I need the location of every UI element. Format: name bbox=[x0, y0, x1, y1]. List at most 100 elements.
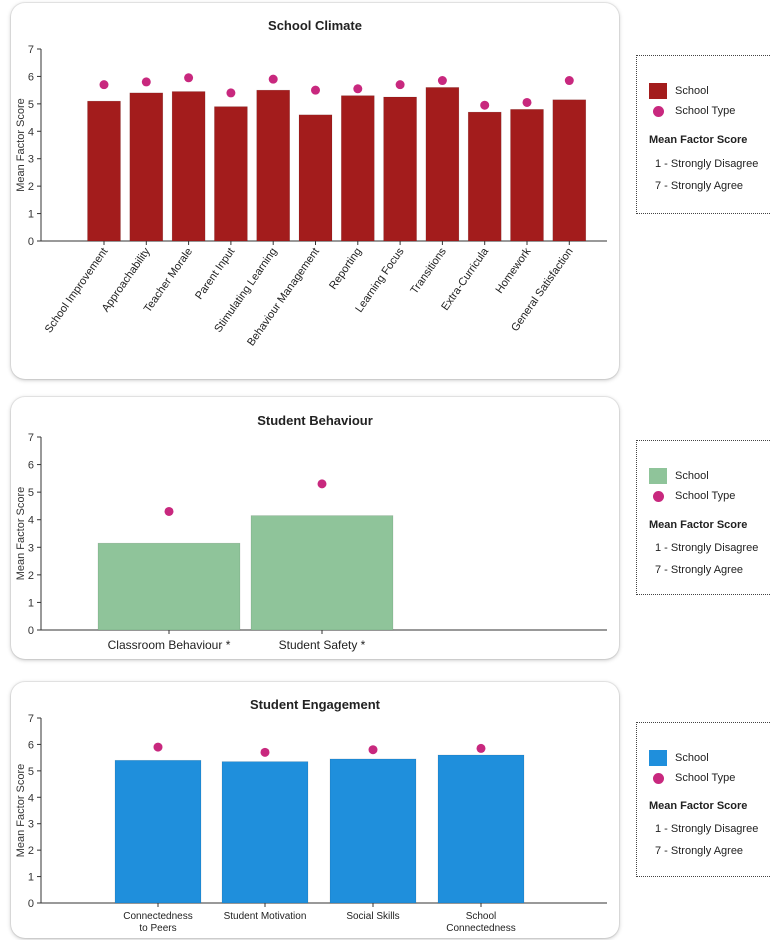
legend-school-swatch bbox=[649, 750, 667, 766]
x-tick-label: Student Safety * bbox=[279, 638, 366, 652]
y-tick-label: 6 bbox=[28, 739, 34, 751]
y-tick-label: 0 bbox=[28, 236, 34, 248]
bar-6 bbox=[298, 114, 333, 242]
legend-school-type-dot bbox=[653, 772, 664, 784]
legend-school-label: School bbox=[675, 470, 709, 482]
x-tick-label: Reporting bbox=[327, 246, 364, 292]
y-tick-label: 5 bbox=[28, 487, 34, 499]
school-type-dot-3 bbox=[184, 73, 194, 83]
bar-10 bbox=[467, 111, 502, 242]
school-climate-chart: School Climate Mean Factor Score 0 1 2 3 4 5 6 7 S… bbox=[15, 18, 607, 349]
legend-scale-high: 7 - Strongly Agree bbox=[655, 845, 744, 857]
legend-school-type-label: School Type bbox=[675, 490, 736, 502]
legend-scale-high: 7 - Strongly Agree bbox=[655, 564, 744, 576]
legend-heading: Mean Factor Score bbox=[649, 519, 748, 531]
legend-school-swatch bbox=[649, 468, 667, 484]
school-type-dot-2 bbox=[141, 77, 151, 87]
chart-title: Student Behaviour bbox=[257, 413, 373, 428]
legend-scale-low: 1 - Strongly Disagree bbox=[655, 823, 759, 835]
y-tick-label: 3 bbox=[28, 154, 34, 166]
x-tick-label-line: Connectedness bbox=[123, 911, 193, 922]
y-tick-label: 5 bbox=[28, 99, 34, 111]
bar-5 bbox=[256, 89, 290, 242]
legend-school-type-label: School Type bbox=[675, 105, 736, 117]
bar-1 bbox=[97, 542, 241, 631]
legend-school-type-dot bbox=[653, 105, 664, 117]
school-type-dot-2 bbox=[260, 747, 270, 757]
y-tick-label: 7 bbox=[28, 44, 34, 56]
x-tick-label-line: Student Motivation bbox=[224, 911, 307, 922]
legend-heading: Mean Factor Score bbox=[649, 134, 748, 146]
y-tick-label: 1 bbox=[28, 872, 34, 884]
school-type-dot-11 bbox=[522, 97, 532, 107]
y-axis-label: Mean Factor Score bbox=[15, 764, 27, 858]
bar-4 bbox=[214, 106, 248, 242]
bar-9 bbox=[425, 87, 460, 242]
bar-4 bbox=[437, 754, 525, 904]
y-tick-label: 6 bbox=[28, 460, 34, 472]
y-tick-label: 1 bbox=[28, 209, 34, 221]
school-type-dot-4 bbox=[226, 88, 236, 98]
x-tick-label: Homework bbox=[493, 245, 533, 295]
y-tick-label: 0 bbox=[28, 898, 34, 910]
school-type-dot-5 bbox=[268, 74, 278, 84]
bar-8 bbox=[383, 96, 417, 242]
y-tick-label: 7 bbox=[28, 713, 34, 725]
school-type-dot-1 bbox=[99, 80, 109, 90]
x-tick-label: Transitions bbox=[408, 245, 449, 296]
bar-2 bbox=[221, 761, 309, 904]
legend-school-label: School bbox=[675, 85, 709, 97]
school-climate-panel: School Climate Mean Factor Score 0 1 2 3 4 5 6 7 S… bbox=[11, 3, 619, 379]
student-behaviour-legend: School School Type Mean Factor Score 1 -… bbox=[636, 440, 771, 595]
bar-7 bbox=[340, 95, 375, 242]
x-tick-label: Extra-Curricula bbox=[439, 245, 491, 313]
y-tick-label: 4 bbox=[28, 126, 34, 138]
legend-school-label: School bbox=[675, 752, 709, 764]
x-tick-label: School Connectedness bbox=[446, 911, 516, 934]
school-type-dot-7 bbox=[353, 84, 363, 94]
y-tick-label: 2 bbox=[28, 570, 34, 582]
chart-title: School Climate bbox=[268, 18, 362, 33]
y-tick-label: 4 bbox=[28, 515, 34, 527]
x-tick-label-line: Connectedness bbox=[446, 923, 516, 934]
x-tick-label-line: Social Skills bbox=[346, 911, 399, 922]
y-tick-label: 1 bbox=[28, 597, 34, 609]
student-engagement-panel: Student Engagement Mean Factor Score 0 1 2 3 4… bbox=[11, 682, 619, 938]
y-tick-label: 2 bbox=[28, 181, 34, 193]
x-tick-label: Classroom Behaviour * bbox=[108, 638, 231, 652]
x-tick-label: Social Skills bbox=[346, 911, 399, 922]
y-tick-label: 4 bbox=[28, 792, 34, 804]
student-behaviour-panel: Student Behaviour Mean Factor Score 0 1 2 3 4 5… bbox=[11, 397, 619, 659]
y-tick-label: 2 bbox=[28, 845, 34, 857]
school-type-dot-2 bbox=[317, 479, 327, 489]
y-tick-label: 7 bbox=[28, 432, 34, 444]
school-type-dot-1 bbox=[164, 506, 174, 516]
bar-1 bbox=[114, 759, 202, 904]
school-type-dot-9 bbox=[437, 76, 447, 86]
bar-2 bbox=[129, 92, 164, 242]
school-type-dot-4 bbox=[476, 743, 486, 753]
school-type-dot-3 bbox=[368, 745, 378, 755]
x-tick-label: Parent Input bbox=[193, 246, 237, 302]
legend-school-type-dot bbox=[653, 490, 664, 502]
y-axis-label: Mean Factor Score bbox=[15, 487, 27, 581]
y-tick-label: 3 bbox=[28, 542, 34, 554]
bar-12 bbox=[552, 99, 587, 242]
school-type-dot-1 bbox=[153, 742, 163, 752]
bar-11 bbox=[510, 109, 544, 242]
student-behaviour-chart: Student Behaviour Mean Factor Score 0 1 2 3 4 5… bbox=[15, 413, 607, 652]
x-tick-label: Behaviour Management bbox=[245, 246, 322, 349]
legend-scale-high: 7 - Strongly Agree bbox=[655, 180, 744, 192]
school-type-dot-6 bbox=[311, 85, 320, 95]
legend-heading: Mean Factor Score bbox=[649, 800, 748, 812]
legend-school-swatch bbox=[649, 83, 667, 99]
bar-1 bbox=[87, 100, 121, 242]
school-type-dot-8 bbox=[395, 80, 405, 90]
school-type-dot-10 bbox=[480, 100, 490, 110]
x-tick-label-line: to Peers bbox=[139, 923, 176, 934]
x-tick-label-line: School bbox=[466, 911, 497, 922]
legend-scale-low: 1 - Strongly Disagree bbox=[655, 158, 759, 170]
chart-title: Student Engagement bbox=[250, 697, 381, 712]
legend-school-type-label: School Type bbox=[675, 772, 736, 784]
bar-3 bbox=[329, 758, 417, 904]
